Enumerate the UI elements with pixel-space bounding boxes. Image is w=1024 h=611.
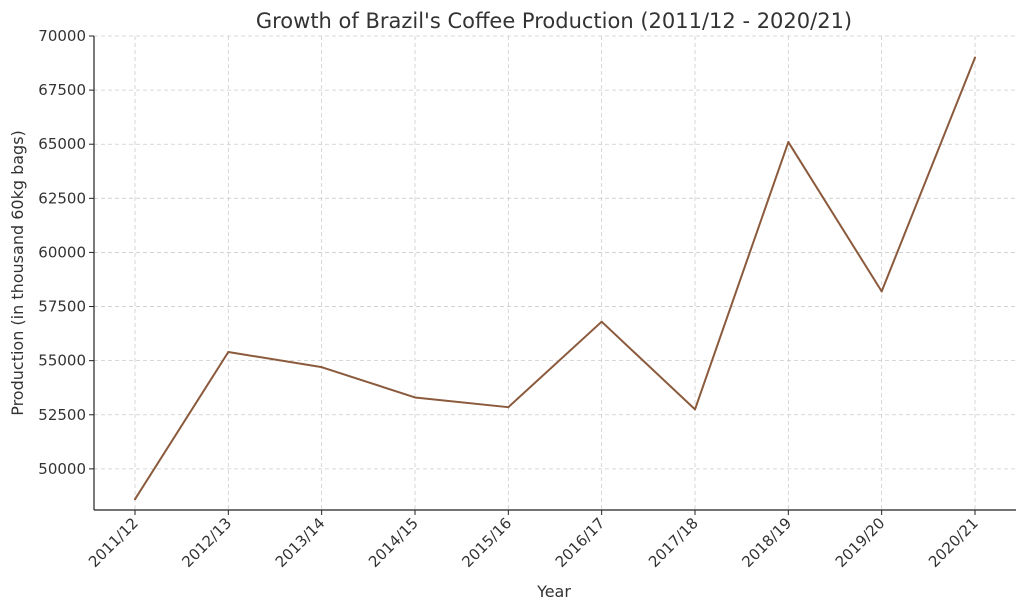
series-lines <box>134 56 976 501</box>
tick-labels: 50000 52500 55000 57500 60000 62500 65000 67500… <box>38 27 982 571</box>
y-tick-label: 55000 <box>38 352 86 370</box>
x-tick-label: 2012/13 <box>178 514 235 571</box>
x-axis-label: Year <box>536 582 571 601</box>
y-tick-label: 65000 <box>38 135 86 153</box>
data-point <box>320 366 323 369</box>
series-line <box>134 56 976 501</box>
x-tick-label: 2020/21 <box>925 514 982 571</box>
x-tick-label: 2011/12 <box>85 514 142 571</box>
x-tick-label: 2014/15 <box>365 514 422 571</box>
x-tick-label: 2015/16 <box>458 514 515 571</box>
y-tick-label: 67500 <box>38 81 86 99</box>
y-tick-label: 50000 <box>38 460 86 478</box>
data-point <box>600 320 603 323</box>
y-tick-label: 70000 <box>38 27 86 45</box>
y-tick-label: 52500 <box>38 406 86 424</box>
data-point <box>507 406 510 409</box>
data-point <box>974 56 976 59</box>
y-tick-label: 62500 <box>38 189 86 207</box>
data-point <box>694 408 696 411</box>
y-tick-label: 57500 <box>38 298 86 316</box>
x-tick-label: 2018/19 <box>738 514 795 571</box>
y-tick-label: 60000 <box>38 243 86 261</box>
chart-title: Growth of Brazil's Coffee Production (20… <box>256 9 852 33</box>
data-point <box>880 290 883 293</box>
data-point <box>134 498 136 501</box>
x-tick-label: 2016/17 <box>552 514 609 571</box>
grid-lines <box>94 35 1016 510</box>
x-tick-label: 2019/20 <box>832 514 889 571</box>
y-axis-label: Production (in thousand 60kg bags) <box>8 130 27 416</box>
data-point <box>787 141 790 144</box>
axes <box>89 35 1016 515</box>
data-point <box>414 396 416 399</box>
x-tick-label: 2017/18 <box>645 514 702 571</box>
x-tick-label: 2013/14 <box>272 514 329 571</box>
data-point <box>227 351 230 353</box>
